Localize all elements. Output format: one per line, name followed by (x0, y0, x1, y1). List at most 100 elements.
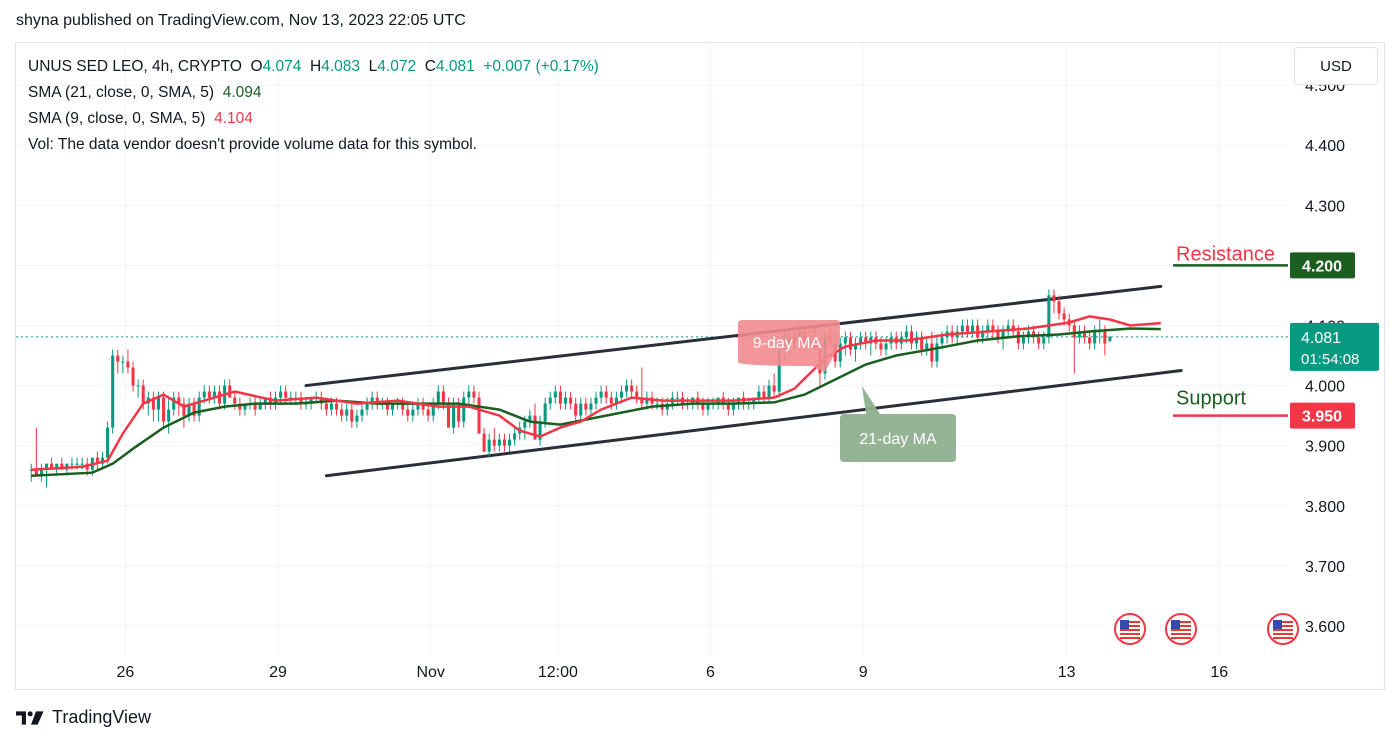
candle-body (431, 403, 435, 416)
candle (599, 385, 603, 404)
candle-body (167, 409, 171, 422)
candle-body (390, 403, 395, 410)
candle-body (487, 439, 491, 452)
channel-lower-line (324, 369, 1183, 478)
candle (172, 391, 176, 416)
candle-body (1057, 301, 1061, 314)
candle-body (579, 403, 583, 416)
candle (991, 319, 995, 338)
candle-body (930, 343, 934, 362)
candle (136, 379, 140, 398)
candle (960, 319, 964, 338)
price-badges: 4.200 3.950 4.081 01:54:08 (1290, 252, 1379, 429)
candle-body (243, 403, 247, 410)
candle (492, 427, 496, 452)
candle-body (217, 391, 222, 404)
candle (640, 367, 644, 410)
candle-body (45, 463, 49, 470)
candle-body (156, 397, 160, 410)
candle-body (731, 403, 735, 410)
candle-body (904, 331, 908, 338)
candle-body (141, 385, 145, 404)
candle-body (106, 427, 110, 458)
sma21-label: SMA (21, close, 0, SMA, 5) (28, 84, 215, 101)
chart-pane[interactable] (15, 42, 1385, 690)
candle-body (299, 397, 303, 404)
price-change: +0.007 (+0.17%) (483, 58, 599, 75)
candle (446, 397, 451, 428)
candle-body (533, 415, 537, 440)
candle-body (1021, 337, 1025, 344)
candle (426, 403, 430, 422)
candle-body (726, 403, 730, 410)
candle-body (609, 397, 613, 404)
flag-stripe (1171, 629, 1191, 631)
sma9-legend[interactable]: SMA (9, close, 0, SMA, 5) 4.104 (28, 106, 599, 132)
candle-body (446, 403, 451, 428)
candle-body (95, 457, 99, 464)
candle (390, 403, 395, 416)
candle (116, 349, 120, 374)
candle (39, 463, 43, 482)
candle (467, 385, 471, 404)
candle-body (864, 337, 868, 344)
candle (253, 397, 257, 416)
candle-body (508, 439, 512, 446)
countdown-text: 01:54:08 (1301, 351, 1359, 368)
flag-stripe (1273, 633, 1293, 635)
symbol-info: UNUS SED LEO, 4h, CRYPTO (28, 58, 242, 75)
candle (853, 337, 858, 362)
us-event-flag[interactable] (1267, 613, 1299, 645)
candle-body (925, 343, 929, 350)
candle-body (80, 463, 84, 465)
candle-body (848, 337, 852, 350)
candle-body (126, 361, 130, 368)
candle-body (136, 385, 140, 387)
candle-body (1062, 313, 1066, 320)
currency-button[interactable]: USD (1294, 47, 1378, 85)
tradingview-brand[interactable]: TradingView (16, 707, 151, 728)
candle-body (772, 385, 776, 392)
candle (594, 391, 598, 410)
candle (1077, 325, 1081, 344)
us-event-flag[interactable] (1114, 613, 1146, 645)
sma21-value: 4.094 (222, 84, 262, 101)
candle (925, 337, 929, 356)
candle (838, 337, 842, 368)
flag-stripe (1273, 625, 1293, 627)
volume-legend[interactable]: Vol: The data vendor doesn't provide vol… (28, 132, 599, 158)
candle-body (477, 397, 481, 434)
ma9-callout-label: 9-day MA (753, 335, 822, 352)
candle (625, 379, 629, 398)
candle-body (594, 397, 598, 404)
candle (421, 397, 425, 416)
candle (162, 391, 166, 428)
candle (589, 397, 593, 416)
candle-body (177, 397, 181, 404)
candle (843, 331, 847, 356)
candle-body (1103, 331, 1107, 344)
candle-body (182, 403, 186, 416)
resistance-badge-bg (1290, 252, 1355, 279)
candle (864, 331, 868, 350)
candle (487, 433, 491, 458)
y-tick-label: 3.900 (1305, 439, 1345, 456)
flag-stripe (1120, 629, 1140, 631)
candle (126, 349, 130, 374)
y-tick-label: 3.600 (1305, 619, 1345, 636)
candle-body (309, 397, 313, 404)
channel-upper-line (304, 284, 1163, 388)
candle-body (151, 397, 155, 410)
candle (965, 319, 969, 338)
candle-body (655, 403, 659, 405)
x-axis: 26 29 Nov 12:00 6 9 13 16 (116, 664, 1228, 681)
candle (584, 397, 588, 416)
us-event-flag[interactable] (1165, 613, 1197, 645)
sma21-legend[interactable]: SMA (21, close, 0, SMA, 5) 4.094 (28, 80, 599, 106)
sma9-value: 4.104 (214, 110, 253, 127)
candle-body (563, 397, 568, 404)
candle-body (258, 403, 262, 410)
candle-body (279, 391, 283, 398)
candle-body (1072, 325, 1076, 338)
